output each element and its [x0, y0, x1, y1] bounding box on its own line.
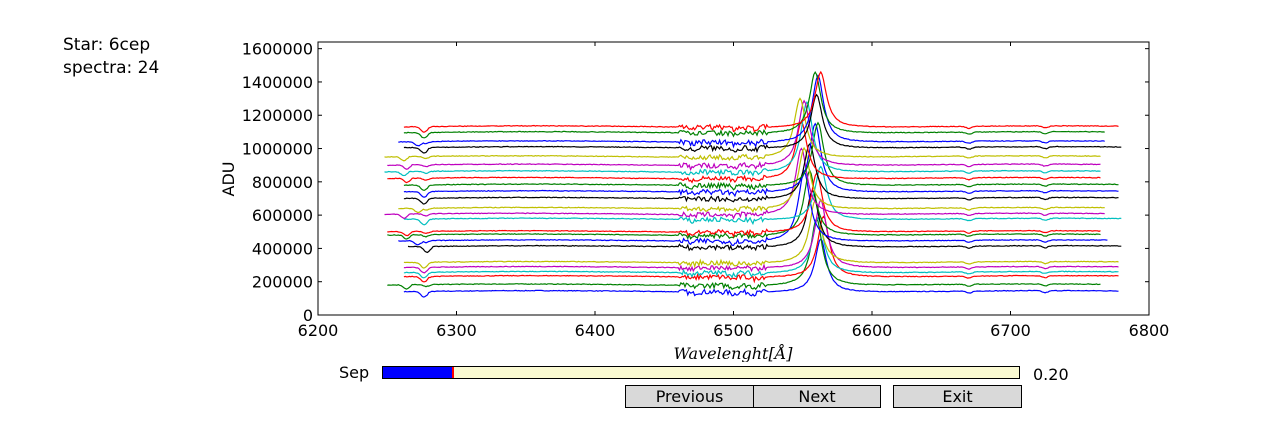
y-tick-label: 1000000 [242, 140, 313, 159]
spectrum-line [403, 122, 1119, 198]
x-tick-label: 6200 [298, 321, 339, 340]
spectrum-line [398, 146, 1105, 214]
sep-slider[interactable] [382, 366, 1020, 379]
y-tick-label: 1200000 [242, 106, 313, 125]
spectrum-line [403, 93, 1122, 154]
star-label: Star: 6cep [63, 35, 151, 55]
series-layer [384, 70, 1122, 298]
sep-slider-fill [383, 367, 453, 378]
spectrum-line [403, 215, 1119, 284]
exit-button[interactable]: Exit [893, 385, 1022, 408]
x-tick-label: 6600 [852, 321, 893, 340]
spectrum-line [384, 101, 1101, 177]
spectrum-line [407, 189, 1122, 254]
y-tick-label: 0 [303, 306, 313, 325]
spectrum-line [387, 121, 1101, 184]
spectra-chart: 6200 6300 6400 6500 6600 6700 6800 0 200000 40000… [219, 40, 1170, 362]
spectra-count-label: spectra: 24 [63, 58, 160, 78]
y-tick-label: 1600000 [242, 40, 313, 59]
spectrum-line [403, 198, 1119, 274]
x-tick-label: 6400 [575, 321, 616, 340]
previous-button[interactable]: Previous [625, 385, 754, 408]
spectrum-line [403, 165, 1122, 226]
x-tick-label: 6700 [990, 321, 1031, 340]
spectrum-line [398, 74, 1105, 149]
x-tick-label: 6500 [713, 321, 754, 340]
spectrum-line [403, 70, 1119, 133]
spectrum-line [403, 71, 1105, 139]
spectrum-line [403, 199, 1119, 269]
x-tick-label: 6800 [1129, 321, 1170, 340]
sep-slider-label: Sep [339, 363, 370, 382]
y-tick-label: 200000 [252, 273, 313, 292]
spectrum-line [384, 97, 1101, 162]
spectrum-line [387, 99, 1101, 172]
spectrum-line [403, 121, 1119, 191]
spectrum-line [387, 217, 1101, 291]
sep-slider-handle[interactable] [451, 367, 454, 378]
next-button[interactable]: Next [753, 385, 881, 408]
spectrum-line [403, 238, 1119, 298]
y-tick-label: 400000 [252, 239, 313, 258]
y-tick-label: 800000 [252, 173, 313, 192]
y-tick-label: 600000 [252, 206, 313, 225]
spectrum-line [403, 143, 1119, 205]
y-tick-label: 1400000 [242, 73, 313, 92]
spectrum-line [403, 216, 1119, 279]
spectrum-line [384, 147, 1105, 220]
spectrum-line [387, 171, 1101, 238]
x-axis-label: Wavelenght[Å] [673, 343, 793, 362]
x-tick-label: 6300 [436, 321, 477, 340]
axis-layer: 6200 6300 6400 6500 6600 6700 6800 0 200000 40000… [242, 40, 1170, 340]
y-axis-label: ADU [219, 162, 238, 197]
sep-slider-value: 0.20 [1033, 365, 1069, 384]
spectrum-line [398, 169, 1108, 247]
spectrum-line [387, 169, 1101, 240]
